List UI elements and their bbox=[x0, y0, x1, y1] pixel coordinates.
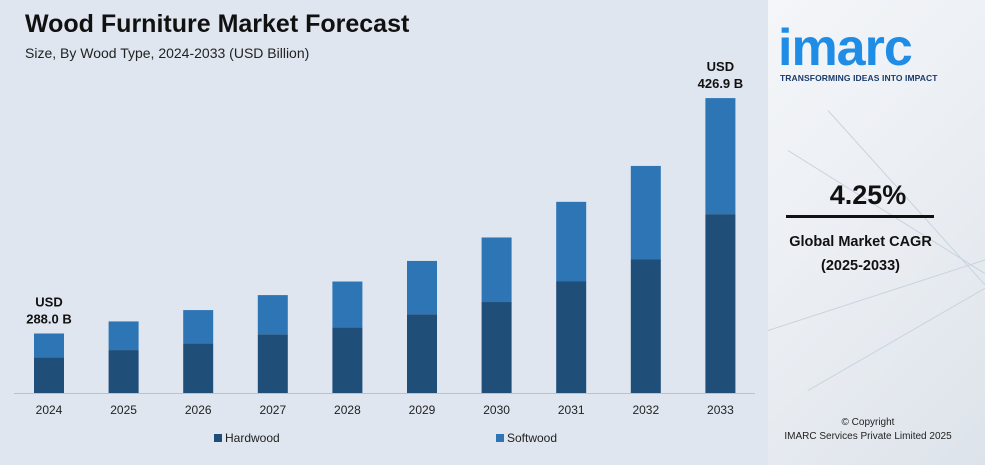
decorative-line bbox=[807, 280, 985, 391]
legend-swatch-hardwood bbox=[214, 434, 222, 442]
side-panel: imarc TRANSFORMING IDEAS INTO IMPACT 4.2… bbox=[768, 0, 985, 465]
bar-hardwood-2024 bbox=[34, 357, 64, 393]
bar-softwood-2027 bbox=[257, 295, 288, 335]
cagr-value: 4.25% bbox=[829, 180, 907, 210]
bar-softwood-2031 bbox=[556, 201, 587, 282]
logo-tagline: TRANSFORMING IDEAS INTO IMPACT bbox=[780, 73, 938, 83]
bar-softwood-2029 bbox=[407, 260, 437, 315]
legend-swatch-softwood bbox=[496, 434, 504, 442]
copyright-line1: © Copyright bbox=[841, 417, 895, 428]
bar-hardwood-2028 bbox=[332, 327, 363, 393]
annotation-value-2033: 426.9 B bbox=[698, 76, 744, 91]
copyright: © Copyright IMARC Services Private Limit… bbox=[768, 416, 968, 444]
cagr-label: Global Market CAGR (2025-2033) bbox=[768, 230, 953, 278]
legend-label-softwood: Softwood bbox=[507, 431, 557, 445]
x-tick-label-2029: 2029 bbox=[409, 403, 436, 417]
bar-hardwood-2029 bbox=[407, 314, 437, 393]
x-tick-label-2031: 2031 bbox=[558, 403, 585, 417]
bar-softwood-2028 bbox=[332, 281, 363, 328]
x-tick-label-2033: 2033 bbox=[707, 403, 734, 417]
bar-hardwood-2032 bbox=[630, 259, 661, 393]
x-tick-label-2030: 2030 bbox=[483, 403, 510, 417]
bar-softwood-2033 bbox=[705, 98, 736, 215]
annotation-currency-2033: USD bbox=[707, 59, 734, 74]
bar-hardwood-2026 bbox=[183, 343, 214, 393]
bar-softwood-2026 bbox=[183, 310, 214, 344]
bar-softwood-2024 bbox=[34, 333, 64, 358]
x-tick-label-2027: 2027 bbox=[259, 403, 286, 417]
x-tick-label-2025: 2025 bbox=[110, 403, 137, 417]
bar-hardwood-2030 bbox=[481, 302, 512, 393]
bar-hardwood-2031 bbox=[556, 281, 587, 393]
x-tick-label-2024: 2024 bbox=[36, 403, 63, 417]
chart-title: Wood Furniture Market Forecast bbox=[25, 10, 410, 38]
imarc-logo: imarc bbox=[778, 19, 913, 77]
bar-chart: 2024 2025 2026 2027 2028 2029 2030 2031 2032 2033… bbox=[14, 59, 755, 445]
x-tick-label-2028: 2028 bbox=[334, 403, 361, 417]
cagr-label-line2: (2025-2033) bbox=[821, 258, 900, 274]
annotation-value-2024: 288.0 B bbox=[26, 311, 72, 326]
bar-hardwood-2033 bbox=[705, 214, 736, 393]
annotation-currency-2024: USD bbox=[35, 294, 62, 309]
x-tick-label-2032: 2032 bbox=[632, 403, 659, 417]
chart-subtitle: Size, By Wood Type, 2024-2033 (USD Billi… bbox=[25, 45, 310, 61]
x-tick-label-2026: 2026 bbox=[185, 403, 212, 417]
bar-softwood-2025 bbox=[108, 321, 139, 351]
legend-label-hardwood: Hardwood bbox=[225, 431, 280, 445]
bar-hardwood-2027 bbox=[257, 334, 288, 393]
chart-panel: Wood Furniture Market Forecast Size, By … bbox=[0, 0, 768, 465]
copyright-line2: IMARC Services Private Limited 2025 bbox=[784, 431, 952, 442]
bar-softwood-2030 bbox=[481, 237, 512, 303]
bar-softwood-2032 bbox=[630, 165, 661, 260]
cagr-divider bbox=[786, 215, 934, 218]
cagr-label-line1: Global Market CAGR bbox=[789, 234, 932, 250]
bar-hardwood-2025 bbox=[108, 350, 139, 393]
